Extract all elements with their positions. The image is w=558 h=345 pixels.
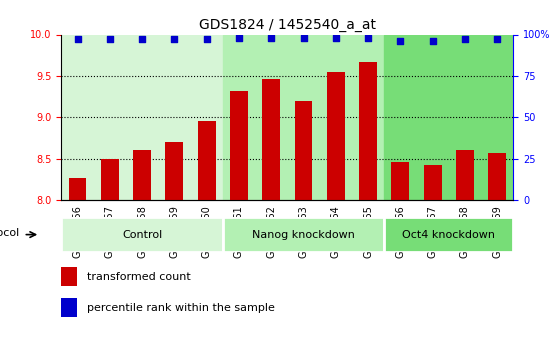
Bar bbox=[327, 72, 345, 200]
Point bbox=[493, 37, 502, 42]
Bar bbox=[230, 91, 248, 200]
Text: Oct4 knockdown: Oct4 knockdown bbox=[402, 230, 496, 239]
Point bbox=[299, 35, 308, 41]
Bar bbox=[359, 62, 377, 200]
Bar bbox=[456, 150, 474, 200]
Point bbox=[428, 38, 437, 44]
Bar bbox=[392, 162, 409, 200]
Point bbox=[202, 37, 211, 42]
Bar bbox=[424, 165, 441, 200]
Bar bbox=[61, 217, 223, 252]
Bar bbox=[69, 178, 86, 200]
Point bbox=[170, 37, 179, 42]
Bar bbox=[223, 34, 384, 200]
Bar bbox=[384, 34, 513, 200]
Point bbox=[460, 37, 469, 42]
Text: protocol: protocol bbox=[0, 228, 20, 238]
Bar bbox=[488, 153, 506, 200]
Point bbox=[267, 35, 276, 41]
Title: GDS1824 / 1452540_a_at: GDS1824 / 1452540_a_at bbox=[199, 18, 376, 32]
Text: percentile rank within the sample: percentile rank within the sample bbox=[86, 303, 275, 313]
Point bbox=[73, 37, 82, 42]
Point bbox=[138, 37, 147, 42]
Bar bbox=[384, 217, 513, 252]
Bar bbox=[295, 101, 312, 200]
Text: transformed count: transformed count bbox=[86, 272, 190, 282]
Bar bbox=[61, 267, 77, 286]
Bar bbox=[198, 121, 215, 200]
Point bbox=[364, 35, 373, 41]
Bar bbox=[223, 217, 384, 252]
Bar bbox=[61, 34, 223, 200]
Text: Control: Control bbox=[122, 230, 162, 239]
Bar bbox=[101, 159, 119, 200]
Text: Nanog knockdown: Nanog knockdown bbox=[252, 230, 355, 239]
Bar bbox=[61, 298, 77, 317]
Point bbox=[105, 37, 114, 42]
Point bbox=[331, 35, 340, 41]
Bar bbox=[166, 142, 183, 200]
Bar bbox=[133, 150, 151, 200]
Point bbox=[234, 35, 243, 41]
Point bbox=[396, 38, 405, 44]
Bar bbox=[262, 79, 280, 200]
